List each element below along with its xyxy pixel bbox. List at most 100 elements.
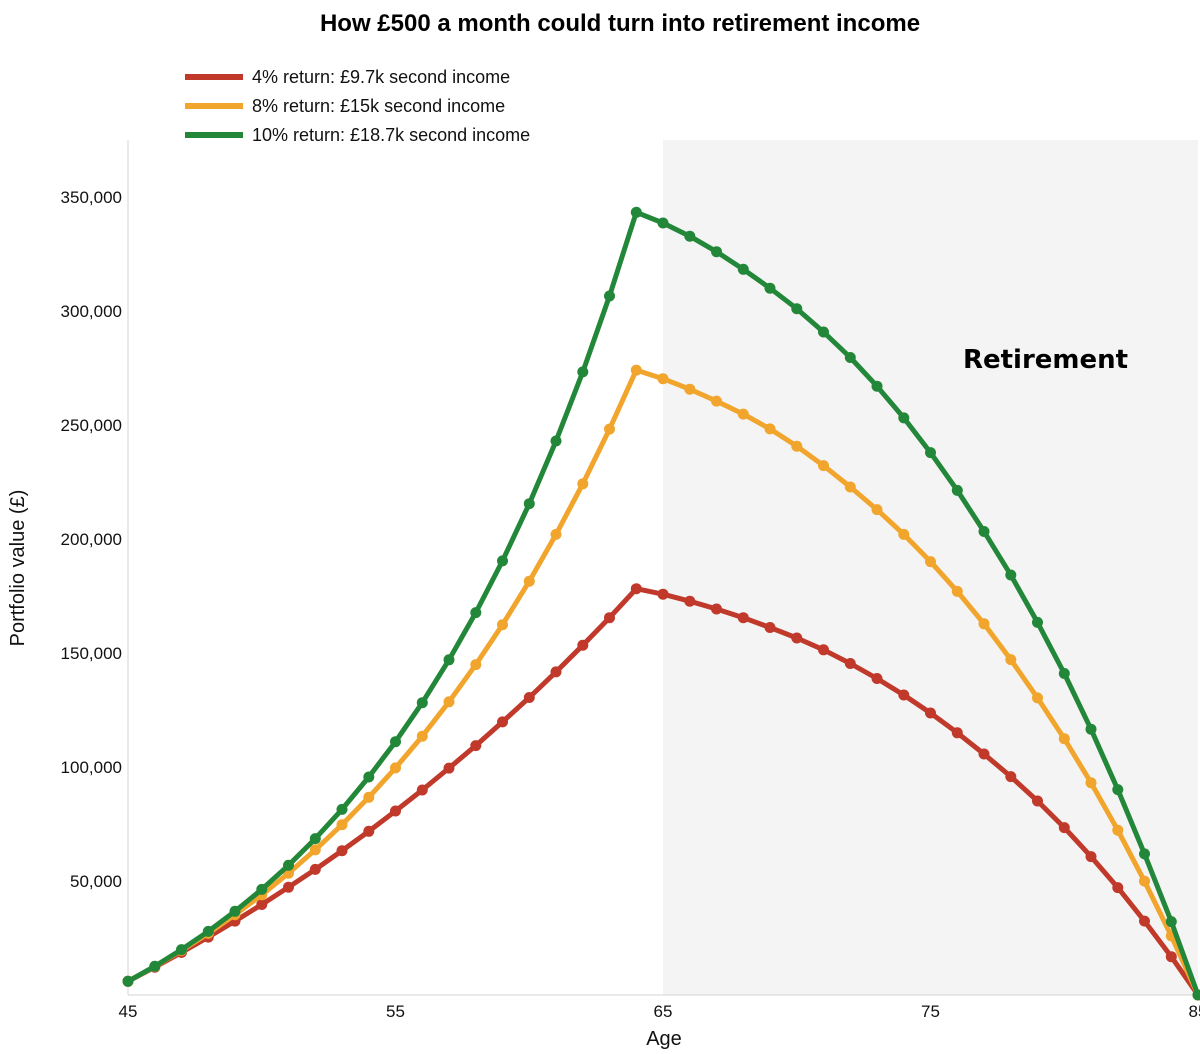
data-point [577, 639, 589, 651]
data-point [1085, 777, 1097, 789]
data-point [604, 612, 615, 624]
data-point [711, 246, 722, 258]
data-point [363, 791, 375, 803]
data-point [657, 373, 669, 385]
data-point [978, 748, 990, 760]
data-point [818, 644, 829, 656]
data-point [470, 607, 482, 619]
data-point [550, 666, 562, 678]
x-tick-label: 85 [1189, 1002, 1200, 1021]
data-point [951, 484, 963, 496]
y-tick-label: 250,000 [61, 416, 122, 435]
y-tick-label: 200,000 [61, 530, 122, 549]
series-2 [122, 364, 1200, 1001]
data-point [1112, 784, 1124, 796]
data-point [630, 364, 642, 376]
data-point [550, 528, 562, 540]
x-tick-label: 45 [119, 1002, 138, 1021]
retirement-shaded-region [663, 140, 1198, 995]
data-point [363, 771, 375, 783]
data-point [523, 498, 535, 510]
data-point [443, 654, 455, 666]
data-point [416, 784, 428, 796]
data-point [711, 603, 722, 615]
data-point [871, 673, 883, 684]
data-point [844, 352, 856, 363]
data-point [684, 383, 696, 395]
data-point [791, 632, 803, 644]
data-point [443, 762, 455, 774]
data-point [523, 575, 535, 587]
data-point [630, 583, 642, 595]
data-point [470, 740, 482, 752]
data-point [1165, 916, 1177, 928]
x-axis-ticks: 45 55 65 75 85 [119, 1002, 1200, 1021]
data-point [1005, 654, 1017, 666]
data-point [925, 707, 936, 719]
data-point [336, 845, 348, 857]
data-point [577, 478, 589, 490]
data-point [416, 730, 428, 742]
x-tick-label: 75 [921, 1002, 940, 1021]
data-point [390, 762, 401, 774]
data-point [925, 447, 936, 459]
data-point [470, 659, 482, 671]
data-point [791, 440, 803, 452]
data-point [390, 805, 401, 817]
data-point [898, 412, 910, 424]
y-axis-label: Portfolio value (£) [7, 490, 29, 647]
data-point [684, 230, 696, 242]
data-point [1112, 824, 1124, 836]
x-tick-label: 55 [386, 1002, 405, 1021]
data-point [122, 975, 134, 987]
data-point [1032, 692, 1043, 704]
data-point [630, 206, 642, 218]
data-point [604, 290, 615, 302]
y-tick-label: 350,000 [61, 188, 122, 207]
data-point [497, 555, 508, 567]
data-point [684, 595, 696, 607]
data-point [764, 282, 776, 294]
data-point [149, 960, 161, 972]
data-point [256, 899, 268, 910]
data-point [737, 263, 749, 275]
y-tick-label: 300,000 [61, 302, 122, 321]
legend-label: 4% return: £9.7k second income [252, 67, 510, 87]
data-point [1192, 989, 1200, 1001]
data-point [764, 423, 776, 435]
y-tick-label: 100,000 [61, 758, 122, 777]
data-point [336, 819, 348, 831]
data-point [737, 408, 749, 420]
data-point [818, 326, 829, 338]
data-point [1058, 668, 1070, 679]
data-point [898, 528, 910, 540]
x-tick-label: 65 [654, 1002, 673, 1021]
data-point [577, 366, 589, 378]
data-point [550, 435, 562, 447]
data-point [283, 859, 294, 871]
data-point [497, 619, 508, 631]
data-point [1139, 875, 1150, 887]
data-point [1032, 795, 1043, 807]
x-axis-label: Age [646, 1028, 682, 1050]
data-point [1005, 569, 1017, 581]
data-point [256, 883, 268, 895]
data-point [176, 944, 187, 956]
legend: 4% return: £9.7k second income 8% return:… [185, 67, 530, 145]
data-point [497, 716, 508, 728]
data-point [951, 585, 963, 597]
chart-title: How £500 a month could turn into retirem… [320, 10, 920, 37]
data-point [871, 380, 883, 392]
data-point [657, 588, 669, 600]
data-point [1165, 951, 1177, 963]
data-point [925, 556, 936, 568]
series-layer [122, 206, 1200, 1001]
data-point [737, 612, 749, 624]
data-point [416, 697, 428, 709]
data-point [1139, 915, 1150, 927]
data-point [309, 844, 321, 856]
data-point [1085, 851, 1097, 863]
data-point [390, 736, 401, 748]
data-point [363, 825, 375, 837]
